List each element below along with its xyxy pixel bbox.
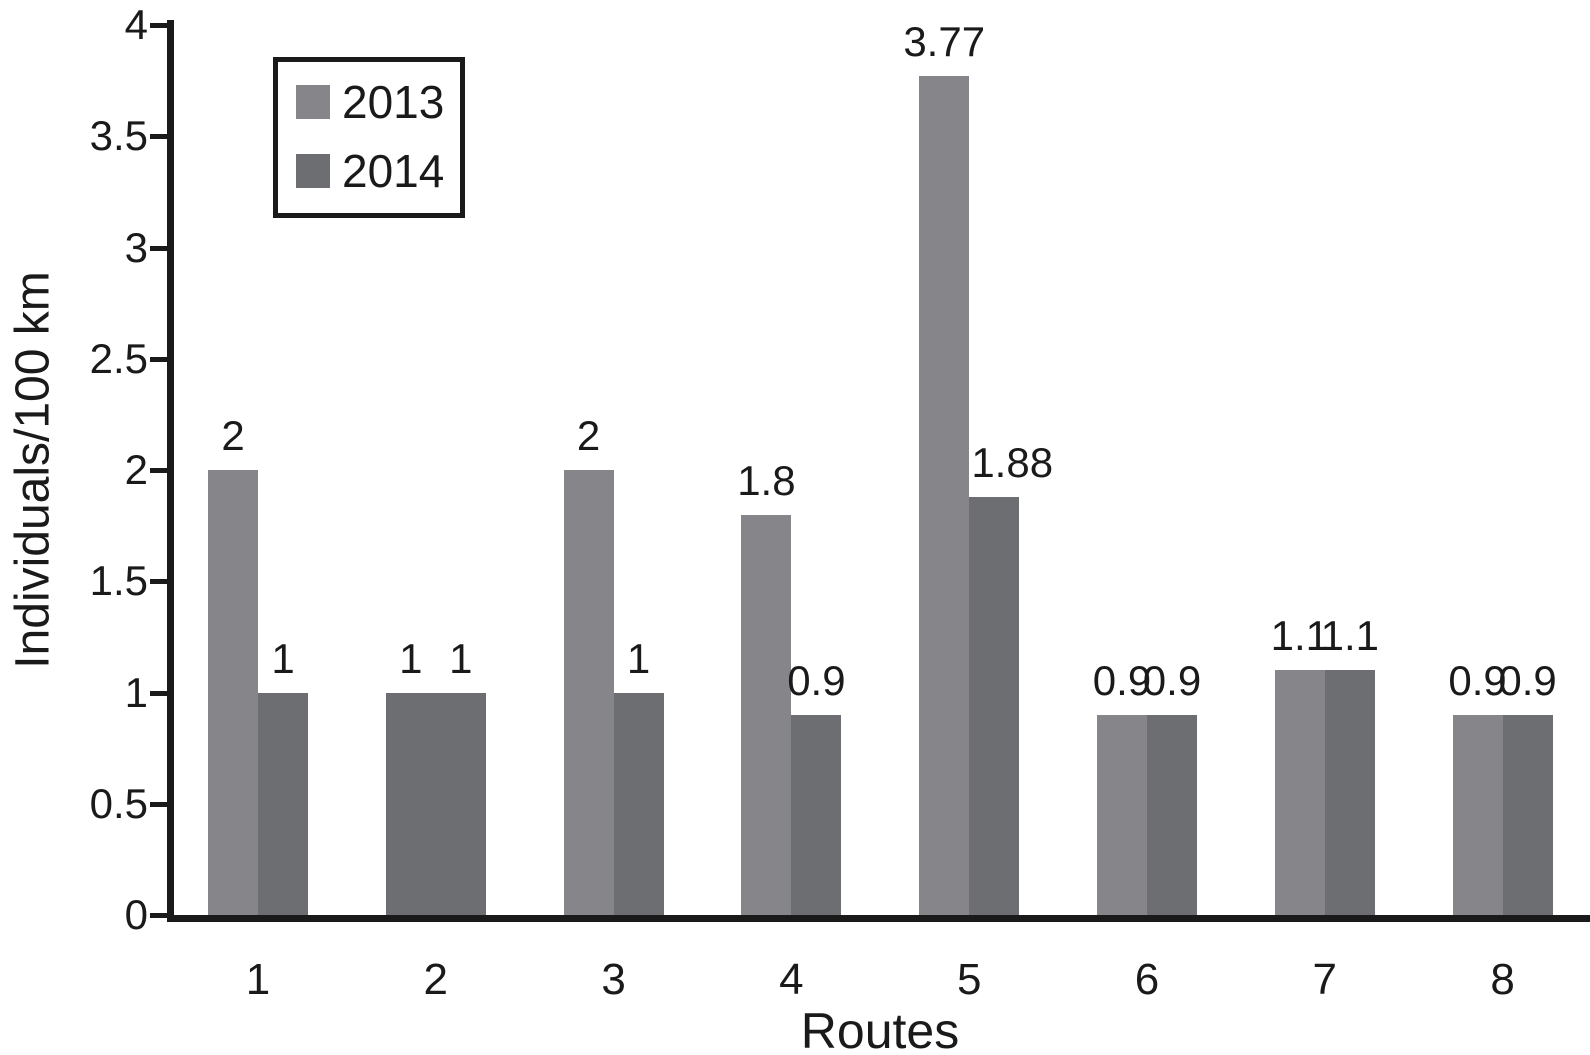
value-label-2014-route-7: 1.1 <box>1320 612 1379 660</box>
legend-item-2013: 2013 <box>296 76 460 128</box>
x-tick-label-route-7: 7 <box>1312 955 1338 1004</box>
y-tick-label-1: 1 <box>124 668 148 716</box>
value-label-2014-route-3: 1 <box>626 634 651 682</box>
value-label-2013-route-4: 1.8 <box>737 456 796 504</box>
bar-2013-route-3 <box>563 470 614 915</box>
bar-2013-route-1 <box>208 470 258 915</box>
bar-2013-route-8 <box>1452 714 1503 915</box>
bar-2014-route-7 <box>1324 670 1375 915</box>
legend-label-2013: 2013 <box>342 76 445 128</box>
x-tick-label-route-4: 4 <box>779 955 804 1004</box>
legend: 2013 2014 <box>273 57 465 218</box>
bar-2014-route-3 <box>613 692 664 915</box>
value-label-2014-route-2: 1 <box>449 634 473 682</box>
value-label-2013-route-1: 2 <box>221 412 245 459</box>
value-label-2013-route-7: 1.1 <box>1270 612 1329 660</box>
bar-2014-route-8 <box>1502 714 1553 915</box>
x-tick-label-route-6: 6 <box>1134 955 1160 1004</box>
bar-2014-route-6 <box>1147 714 1197 915</box>
bar-2013-route-6 <box>1097 714 1147 915</box>
y-tick-3 <box>150 245 168 251</box>
value-label-2014-route-8: 0.9 <box>1498 656 1557 704</box>
y-tick-4 <box>150 23 168 28</box>
y-tick-label-2: 2 <box>124 446 148 493</box>
y-tick-1.5 <box>150 579 168 585</box>
x-tick-label-route-2: 2 <box>423 955 449 1004</box>
x-axis-line <box>167 915 1590 922</box>
x-axis-title: Routes <box>800 1003 960 1055</box>
value-label-2013-route-2: 1 <box>399 634 423 682</box>
value-label-2013-route-3: 2 <box>576 412 601 459</box>
bar-2013-route-2 <box>385 692 436 915</box>
y-tick-label-0: 0 <box>124 891 148 938</box>
bar-2014-route-5 <box>969 496 1020 915</box>
x-tick-label-route-1: 1 <box>245 955 271 1004</box>
bar-2014-route-2 <box>435 692 486 915</box>
y-tick-label-3: 3 <box>124 223 148 271</box>
bar-2013-route-5 <box>919 76 970 915</box>
value-label-2013-route-8: 0.9 <box>1448 656 1507 704</box>
value-label-2014-route-4: 0.9 <box>787 656 846 704</box>
y-tick-label-1.5: 1.5 <box>89 557 148 605</box>
bar-2014-route-1 <box>258 692 308 915</box>
value-label-2013-route-5: 3.77 <box>903 18 986 66</box>
x-tick-label-route-3: 3 <box>601 955 626 1004</box>
bar-2013-route-4 <box>741 514 792 915</box>
legend-swatch-2013 <box>296 85 330 119</box>
y-tick-label-4: 4 <box>124 1 148 48</box>
y-axis-line <box>167 20 174 922</box>
y-tick-label-3.5: 3.5 <box>89 112 148 160</box>
value-label-2013-route-6: 0.9 <box>1092 656 1152 704</box>
bar-2014-route-4 <box>791 714 842 915</box>
x-tick-label-route-5: 5 <box>956 955 982 1004</box>
value-label-2014-route-6: 0.9 <box>1142 656 1202 704</box>
bar-2013-route-7 <box>1274 670 1325 915</box>
value-label-2014-route-1: 1 <box>271 634 295 682</box>
x-tick-label-route-8: 8 <box>1490 955 1515 1004</box>
y-tick-label-0.5: 0.5 <box>89 779 148 827</box>
legend-label-2014: 2014 <box>342 145 445 197</box>
legend-swatch-2014 <box>296 154 330 188</box>
y-tick-2 <box>150 468 168 473</box>
value-label-2014-route-5: 1.88 <box>971 438 1054 486</box>
y-tick-0.5 <box>150 801 168 807</box>
y-tick-2.5 <box>150 356 168 362</box>
legend-item-2014: 2014 <box>296 145 460 197</box>
y-tick-0 <box>150 913 168 918</box>
y-tick-1 <box>150 690 168 696</box>
y-tick-label-2.5: 2.5 <box>89 334 148 382</box>
y-tick-3.5 <box>150 134 168 140</box>
